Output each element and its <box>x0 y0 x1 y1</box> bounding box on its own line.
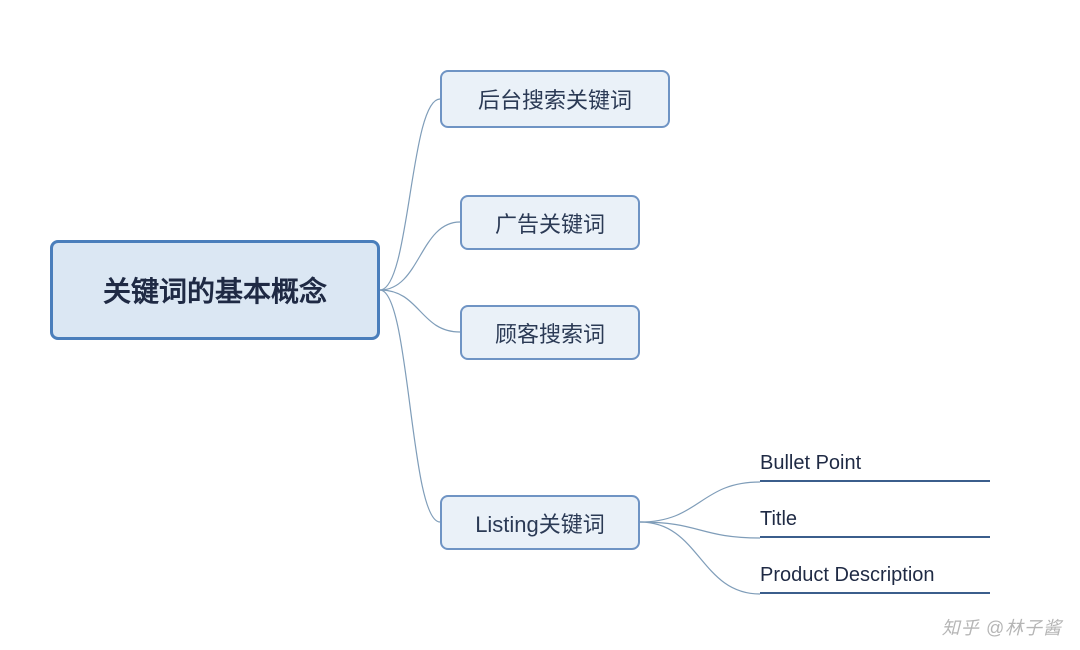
child-label: 后台搜索关键词 <box>478 83 632 115</box>
leaf-bullet-point: Bullet Point <box>760 452 990 482</box>
mindmap-canvas: { "diagram": { "type": "tree", "backgrou… <box>0 0 1080 650</box>
root-label: 关键词的基本概念 <box>103 270 327 310</box>
leaf-title: Title <box>760 508 990 538</box>
leaf-label: Title <box>760 508 797 530</box>
child-node-customer-search: 顾客搜索词 <box>460 305 640 360</box>
child-label: Listing关键词 <box>475 507 605 539</box>
child-node-backend-search: 后台搜索关键词 <box>440 70 670 128</box>
leaf-label: Bullet Point <box>760 452 861 474</box>
child-label: 广告关键词 <box>495 207 605 239</box>
child-node-ad-keywords: 广告关键词 <box>460 195 640 250</box>
leaf-label: Product Description <box>760 564 935 586</box>
child-label: 顾客搜索词 <box>495 317 605 349</box>
root-node: 关键词的基本概念 <box>50 240 380 340</box>
child-node-listing-keywords: Listing关键词 <box>440 495 640 550</box>
watermark-text: 知乎 @林子酱 <box>942 614 1062 640</box>
leaf-product-description: Product Description <box>760 564 990 594</box>
